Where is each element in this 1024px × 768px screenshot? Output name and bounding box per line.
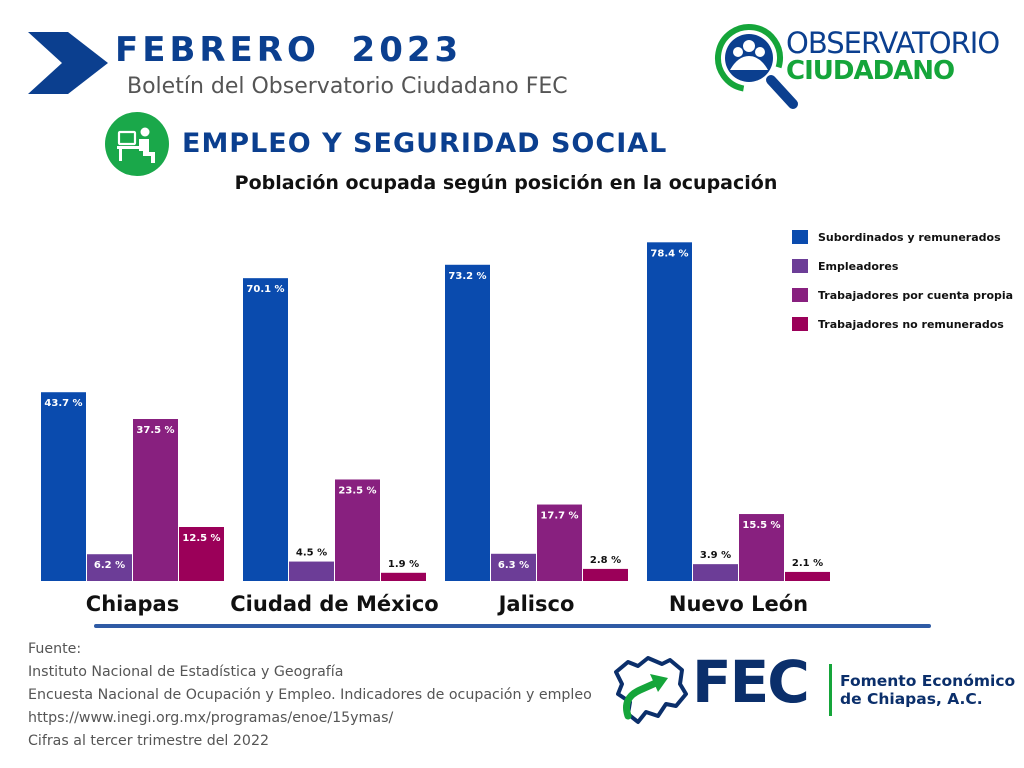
- data-label: 15.5 %: [742, 520, 780, 531]
- bar: [693, 564, 738, 581]
- fec-name-line2: de Chiapas, A.C.: [840, 690, 983, 708]
- bar: [381, 572, 426, 581]
- bar: [445, 264, 490, 581]
- source-block: Fuente: Instituto Nacional de Estadístic…: [28, 638, 592, 753]
- data-label: 73.2 %: [448, 271, 486, 282]
- source-heading: Fuente:: [28, 641, 82, 657]
- office-worker-desk-icon: [105, 112, 169, 176]
- bar: [243, 278, 288, 581]
- source-survey: Encuesta Nacional de Ocupación y Empleo.…: [28, 687, 592, 703]
- fec-divider: [829, 664, 832, 716]
- bar: [785, 571, 830, 581]
- bar: [179, 527, 224, 581]
- chevron-right-icon: [28, 32, 108, 94]
- category-label: Ciudad de México: [230, 592, 438, 616]
- fec-wordmark: FEC: [692, 648, 810, 716]
- legend-swatch: [792, 317, 808, 331]
- bar: [583, 568, 628, 581]
- legend-label: Empleadores: [818, 260, 899, 273]
- bar-chart: 43.7 % 6.2 % 37.5 % 12.5 % Chiapas 70.1 % 4.5 …: [41, 230, 1013, 616]
- category-label: Jalisco: [497, 592, 575, 616]
- observatorio-logo-text: OBSERVATORIO: [786, 26, 1000, 60]
- bar: [335, 479, 380, 581]
- data-label: 23.5 %: [338, 485, 376, 496]
- source-url: https://www.inegi.org.mx/programas/enoe/…: [28, 710, 394, 726]
- data-label: 12.5 %: [182, 533, 220, 544]
- legend-label: Subordinados y remunerados: [818, 231, 1001, 244]
- chart-title: Población ocupada según posición en la o…: [234, 172, 778, 194]
- legend-label: Trabajadores no remunerados: [818, 318, 1004, 331]
- data-label: 2.8 %: [590, 555, 621, 566]
- data-label: 78.4 %: [650, 248, 688, 259]
- data-label: 70.1 %: [246, 284, 284, 295]
- ciudadano-logo-text: CIUDADANO: [786, 56, 955, 86]
- legend-swatch: [792, 288, 808, 302]
- category-label: Chiapas: [86, 592, 179, 616]
- category-label: Nuevo León: [669, 592, 808, 616]
- data-label: 4.5 %: [296, 548, 327, 559]
- chiapas-map-logo-icon: [614, 656, 688, 724]
- bar: [289, 561, 334, 581]
- bar: [537, 504, 582, 581]
- data-label: 2.1 %: [792, 558, 823, 569]
- data-label: 43.7 %: [44, 398, 82, 409]
- section-title: EMPLEO Y SEGURIDAD SOCIAL: [182, 128, 668, 159]
- bar: [491, 553, 536, 581]
- bar: [133, 419, 178, 581]
- data-label: 6.2 %: [94, 560, 125, 571]
- fec-name-line1: Fomento Económico: [840, 672, 1016, 690]
- legend-swatch: [792, 259, 808, 273]
- page-subtitle: Boletín del Observatorio Ciudadano FEC: [127, 74, 568, 99]
- data-label: 17.7 %: [540, 511, 578, 522]
- observatorio-magnifier-logo: [715, 24, 798, 109]
- source-period: Cifras al tercer trimestre del 2022: [28, 733, 269, 749]
- data-label: 37.5 %: [136, 425, 174, 436]
- bar: [41, 392, 86, 581]
- bar: [739, 514, 784, 581]
- data-label: 6.3 %: [498, 560, 529, 571]
- bar: [87, 554, 132, 581]
- legend-label: Trabajadores por cuenta propia: [818, 289, 1013, 302]
- legend-swatch: [792, 230, 808, 244]
- source-institution: Instituto Nacional de Estadística y Geog…: [28, 664, 344, 680]
- data-label: 1.9 %: [388, 559, 419, 570]
- bar: [647, 242, 692, 581]
- footer-divider: [94, 624, 931, 628]
- page-title: FEBRERO 2023: [115, 30, 463, 70]
- data-label: 3.9 %: [700, 550, 731, 561]
